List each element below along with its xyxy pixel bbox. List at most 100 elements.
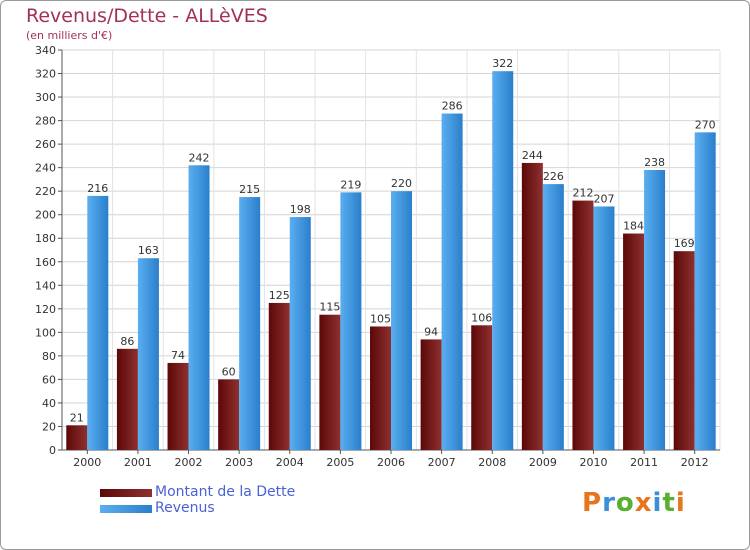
y-tick-label: 340 (35, 44, 56, 57)
bar-debt-2000 (66, 425, 88, 450)
legend-label-revenue: Revenus (155, 500, 215, 516)
proxiti-logo: Proxiti (582, 488, 686, 518)
bar-revenue-2007 (441, 113, 463, 450)
bar-debt-2010 (572, 200, 594, 450)
legend-label-debt: Montant de la Dette (155, 484, 296, 500)
legend-item-debt: Montant de la Dette (100, 484, 360, 502)
data-label-revenue-2006: 220 (391, 177, 412, 190)
x-tick-label: 2012 (681, 456, 709, 469)
y-tick-label: 300 (35, 91, 56, 104)
data-label-revenue-2011: 238 (644, 156, 665, 169)
bar-debt-2004 (268, 302, 290, 450)
bar-revenue-2005 (340, 192, 362, 450)
bar-revenue-2001 (137, 258, 159, 450)
data-label-revenue-2005: 219 (340, 178, 361, 191)
y-tick-label: 220 (35, 185, 56, 198)
axes: 0 20 40 60 80 100 120 140 160 180 200 220 240 260 280 3… (35, 44, 720, 469)
logo-letter: x (634, 488, 653, 518)
bar-debt-2005 (319, 314, 341, 450)
x-tick-label: 2007 (428, 456, 456, 469)
bar-revenue-2004 (289, 217, 311, 450)
legend-swatch-debt (100, 489, 152, 497)
bar-revenue-2008 (492, 71, 514, 451)
bar-revenue-2011 (644, 170, 666, 450)
bar-debt-2006 (370, 326, 391, 450)
y-tick-label: 240 (35, 162, 56, 175)
x-tick-label: 2008 (478, 456, 506, 469)
legend-swatch-revenue (100, 505, 152, 513)
data-label-debt-2004: 125 (269, 289, 290, 302)
y-tick-label: 200 (35, 209, 56, 222)
bar-debt-2011 (623, 233, 645, 450)
data-label-debt-2012: 169 (674, 237, 695, 250)
bar-debt-2002 (167, 362, 189, 450)
data-label-revenue-2010: 207 (593, 192, 614, 205)
y-tick-label: 160 (35, 256, 56, 269)
y-tick-label: 180 (35, 232, 56, 245)
x-tick-label: 2005 (326, 456, 354, 469)
data-label-revenue-2009: 226 (543, 170, 564, 183)
x-tick-label: 2003 (225, 456, 253, 469)
legend-item-revenue: Revenus (100, 500, 360, 518)
bar-debt-2001 (116, 348, 138, 450)
y-tick-label: 20 (42, 420, 56, 433)
bars (66, 71, 716, 451)
bar-debt-2009 (521, 162, 543, 451)
x-tick-label: 2004 (276, 456, 304, 469)
x-tick-label: 2009 (529, 456, 557, 469)
data-label-debt-2006: 105 (370, 312, 391, 325)
bar-revenue-2006 (391, 191, 412, 451)
logo-letter: P (582, 488, 603, 518)
chart-subtitle: (en milliers d'€) (26, 29, 113, 42)
y-tick-label: 40 (42, 397, 56, 410)
data-label-revenue-2002: 242 (189, 151, 210, 164)
y-tick-label: 120 (35, 303, 56, 316)
logo-letter: i (675, 488, 686, 518)
data-label-revenue-2007: 286 (442, 100, 463, 113)
x-tick-label: 2010 (579, 456, 607, 469)
bar-revenue-2003 (239, 197, 261, 450)
y-tick-label: 260 (35, 138, 56, 151)
logo-letter: o (615, 488, 635, 518)
x-tick-label: 2002 (175, 456, 203, 469)
data-label-revenue-2012: 270 (695, 118, 716, 131)
y-tick-label: 0 (49, 444, 56, 457)
data-label-debt-2008: 106 (471, 311, 492, 324)
y-tick-label: 60 (42, 373, 56, 386)
data-label-debt-2009: 244 (522, 149, 543, 162)
data-labels: 21 216 86 163 74 242 60 215 125 198 115 219 105 220 94… (70, 57, 716, 424)
bar-revenue-2002 (188, 165, 210, 450)
chart-title: Revenus/Dette - ALLèVES (26, 5, 268, 27)
data-label-revenue-2001: 163 (138, 244, 159, 257)
data-label-revenue-2003: 215 (239, 183, 260, 196)
y-tick-label: 80 (42, 350, 56, 363)
x-tick-label: 2000 (73, 456, 101, 469)
data-label-revenue-2000: 216 (87, 182, 108, 195)
data-label-debt-2000: 21 (70, 411, 84, 424)
bar-revenue-2012 (694, 132, 716, 450)
logo-letter: i (652, 488, 663, 518)
x-tick-label: 2001 (124, 456, 152, 469)
data-label-debt-2002: 74 (171, 349, 185, 362)
data-label-debt-2005: 115 (319, 301, 340, 314)
bar-debt-2007 (420, 339, 442, 450)
data-label-revenue-2004: 198 (290, 203, 311, 216)
data-label-debt-2010: 212 (572, 187, 593, 200)
y-tick-label: 320 (35, 68, 56, 81)
bar-revenue-2010 (593, 206, 615, 450)
y-tick-label: 100 (35, 326, 56, 339)
x-tick-label: 2006 (377, 456, 405, 469)
bar-revenue-2009 (542, 184, 564, 450)
legend: Montant de la Dette Revenus (100, 484, 360, 518)
data-label-debt-2011: 184 (623, 220, 644, 233)
data-label-debt-2007: 94 (424, 325, 438, 338)
data-label-debt-2003: 60 (222, 365, 236, 378)
bar-debt-2008 (471, 325, 493, 450)
y-tick-label: 280 (35, 115, 56, 128)
bar-debt-2003 (218, 379, 240, 450)
bar-debt-2012 (673, 251, 695, 450)
y-tick-label: 140 (35, 279, 56, 292)
x-tick-label: 2011 (630, 456, 658, 469)
data-label-debt-2001: 86 (120, 335, 134, 348)
